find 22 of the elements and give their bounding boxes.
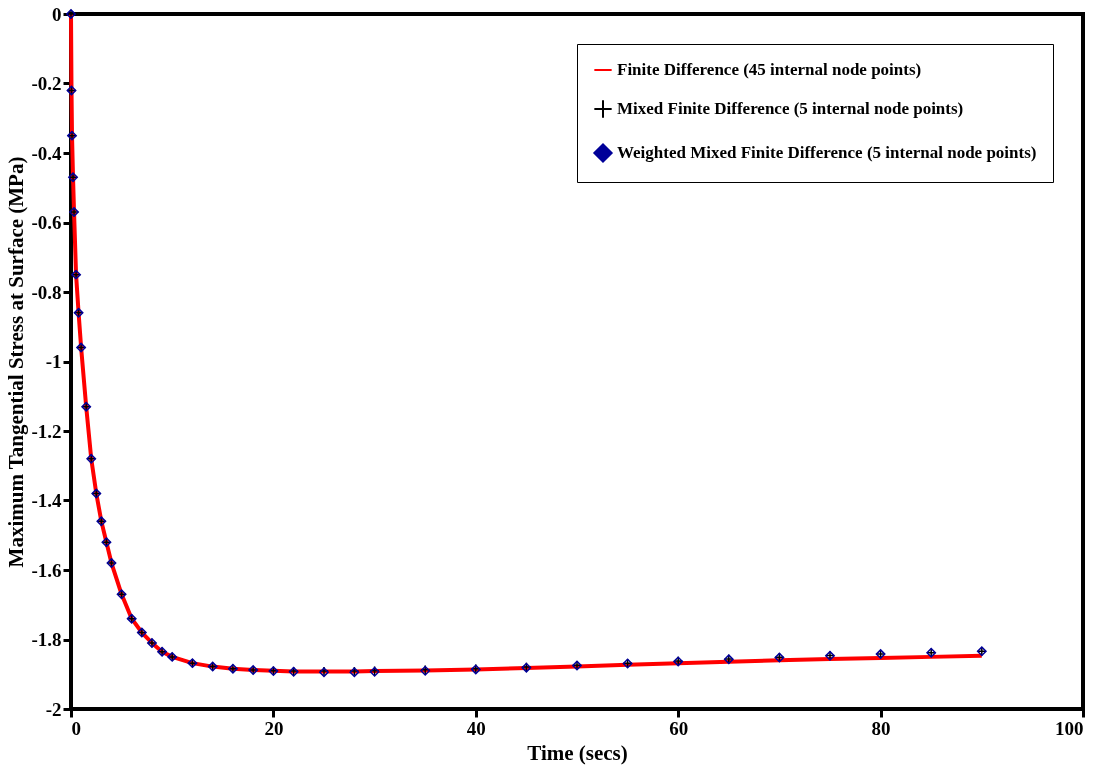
x-tick-label: 40 <box>466 717 486 739</box>
y-tick-label: 0 <box>52 3 62 25</box>
x-tick-label: 20 <box>264 717 284 739</box>
y-tick-label: -1.8 <box>31 629 62 650</box>
y-axis-title: Maximum Tangential Stress at Surface (MPa) <box>4 156 29 568</box>
x-tick-label: 80 <box>871 717 891 739</box>
y-tick-label: -1.6 <box>31 559 62 581</box>
legend-label: Finite Difference (45 internal node points) <box>617 60 922 79</box>
y-tick-label: -0.4 <box>31 142 62 164</box>
x-tick-label: 0 <box>71 717 81 739</box>
y-tick-label: -0.8 <box>31 281 62 303</box>
y-tick-label: -1.2 <box>31 420 62 442</box>
legend-label: Weighted Mixed Finite Difference (5 internal node points) <box>617 143 1037 162</box>
y-tick-label: -2 <box>45 698 62 720</box>
y-tick-label: -1.4 <box>31 490 62 511</box>
x-tick-label: 60 <box>669 717 689 739</box>
y-tick-label: -0.2 <box>31 73 62 94</box>
y-tick-label: -0.6 <box>31 212 62 233</box>
y-tick-label: -1 <box>45 351 62 372</box>
x-axis-title: Time (secs) <box>527 740 628 765</box>
x-tick-label: 100 <box>1055 717 1084 739</box>
legend-label: Mixed Finite Difference (5 internal node points) <box>617 99 964 118</box>
